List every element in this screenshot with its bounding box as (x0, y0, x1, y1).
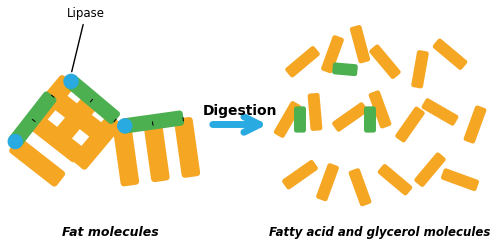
Circle shape (118, 120, 132, 133)
FancyBboxPatch shape (414, 153, 446, 187)
Circle shape (8, 135, 22, 149)
FancyBboxPatch shape (113, 126, 139, 187)
FancyBboxPatch shape (441, 169, 479, 191)
FancyBboxPatch shape (24, 76, 74, 130)
Text: Lipase: Lipase (67, 7, 105, 72)
FancyBboxPatch shape (332, 103, 368, 132)
FancyBboxPatch shape (432, 39, 468, 71)
FancyBboxPatch shape (378, 164, 412, 196)
FancyBboxPatch shape (308, 94, 322, 132)
FancyBboxPatch shape (294, 107, 306, 133)
FancyBboxPatch shape (395, 107, 425, 143)
FancyBboxPatch shape (332, 63, 358, 77)
FancyBboxPatch shape (422, 99, 459, 126)
Text: Fat molecules: Fat molecules (62, 225, 158, 238)
FancyBboxPatch shape (121, 111, 184, 134)
FancyBboxPatch shape (274, 102, 301, 138)
FancyBboxPatch shape (321, 36, 344, 74)
Text: Digestion: Digestion (203, 103, 277, 117)
FancyBboxPatch shape (368, 91, 392, 129)
FancyBboxPatch shape (48, 96, 98, 150)
Circle shape (64, 75, 78, 89)
FancyBboxPatch shape (285, 47, 320, 78)
FancyBboxPatch shape (316, 164, 339, 202)
FancyBboxPatch shape (411, 51, 429, 89)
FancyBboxPatch shape (282, 160, 318, 190)
FancyBboxPatch shape (464, 106, 486, 144)
FancyBboxPatch shape (350, 26, 370, 64)
Text: Fatty acid and glycerol molecules: Fatty acid and glycerol molecules (270, 225, 490, 238)
FancyBboxPatch shape (369, 45, 401, 80)
FancyBboxPatch shape (28, 114, 84, 163)
FancyBboxPatch shape (348, 168, 372, 206)
FancyBboxPatch shape (144, 122, 170, 182)
FancyBboxPatch shape (8, 92, 56, 148)
FancyBboxPatch shape (9, 138, 65, 187)
FancyBboxPatch shape (174, 118, 200, 178)
FancyBboxPatch shape (364, 107, 376, 133)
FancyBboxPatch shape (72, 115, 122, 170)
FancyBboxPatch shape (65, 75, 120, 125)
FancyBboxPatch shape (47, 90, 103, 138)
